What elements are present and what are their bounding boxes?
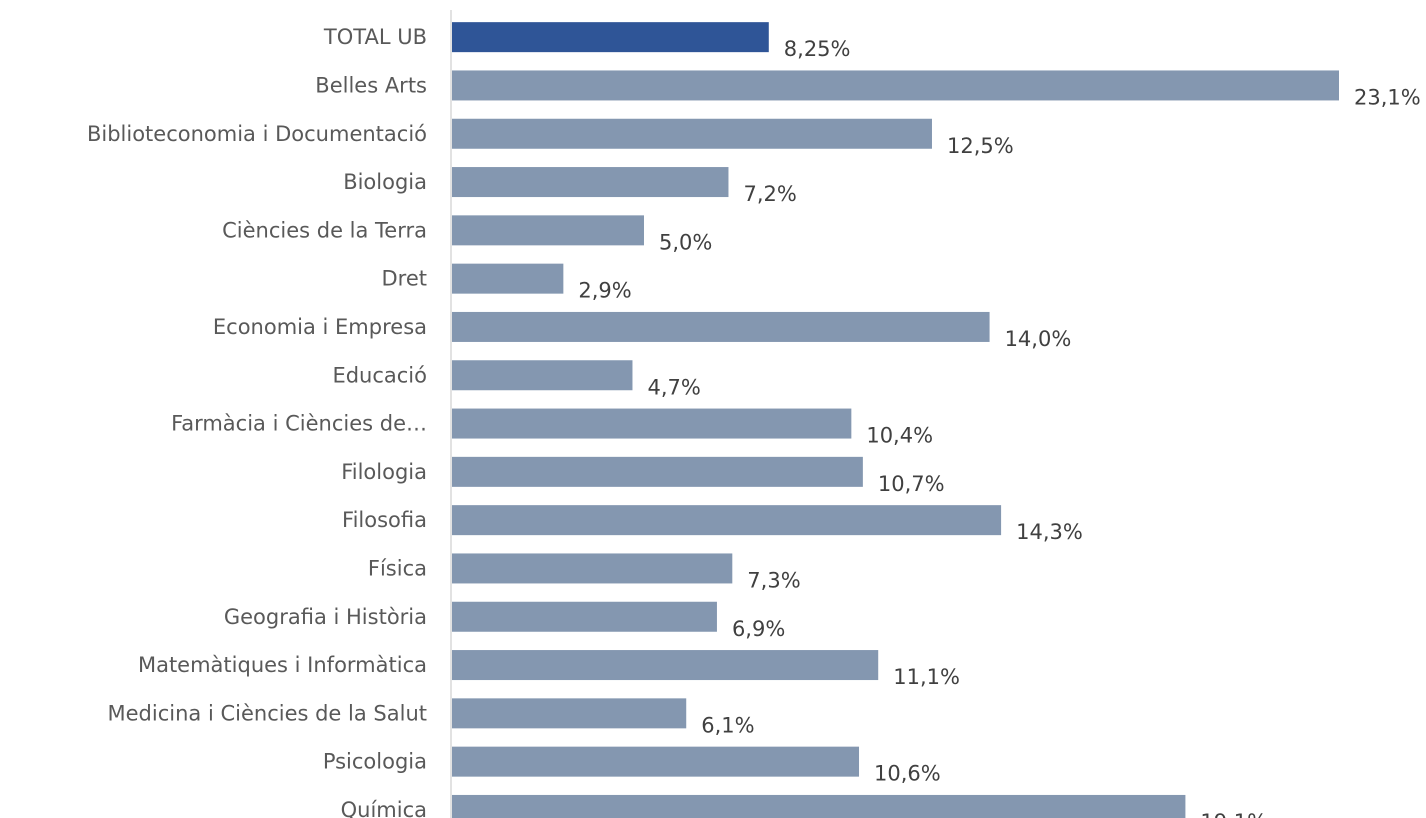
value-label: 23,1% — [1354, 85, 1421, 109]
bar-0 — [452, 22, 769, 53]
category-label: Matemàtiques i Informàtica — [138, 653, 427, 677]
bar-12 — [452, 601, 717, 632]
value-labels-group: 8,25% 23,1% 12,5% 7,2% 5,0% 2,9% 14,0% 4,7% 10,4… — [578, 37, 1420, 818]
value-label: 14,0% — [1005, 327, 1072, 351]
category-label: Geografia i Història — [224, 605, 427, 629]
category-label: Filologia — [341, 460, 427, 484]
value-label: 19,1% — [1200, 810, 1267, 818]
value-label: 6,1% — [701, 713, 754, 737]
bar-9 — [452, 456, 863, 487]
category-label: Educació — [332, 363, 427, 387]
bar-14 — [452, 698, 687, 729]
value-label: 10,7% — [878, 472, 945, 496]
category-label: Dret — [382, 267, 428, 291]
bars-group — [452, 22, 1339, 818]
value-label: 10,4% — [866, 424, 933, 448]
value-label: 7,3% — [747, 568, 800, 592]
value-label: 10,6% — [874, 762, 941, 786]
category-label: TOTAL UB — [323, 25, 427, 49]
bar-1 — [452, 70, 1339, 101]
bar-11 — [452, 553, 733, 584]
bar-4 — [452, 215, 644, 246]
category-label: Belles Arts — [315, 73, 427, 97]
bar-15 — [452, 746, 860, 777]
value-label: 14,3% — [1016, 520, 1083, 544]
value-label: 2,9% — [578, 279, 631, 303]
category-label: Medicina i Ciències de la Salut — [108, 701, 427, 725]
category-labels-group: TOTAL UB Belles Arts Biblioteconomia i Doc… — [87, 25, 427, 818]
value-label: 4,7% — [647, 375, 700, 399]
value-label: 7,2% — [743, 182, 796, 206]
category-label: Ciències de la Terra — [222, 218, 427, 242]
value-label: 11,1% — [893, 665, 960, 689]
category-label: Química — [341, 798, 427, 818]
bar-5 — [452, 263, 564, 294]
category-label: Filosofia — [342, 508, 427, 532]
bar-8 — [452, 408, 852, 439]
category-label: Economia i Empresa — [213, 315, 427, 339]
category-label: Biologia — [343, 170, 427, 194]
category-label: Farmàcia i Ciències de… — [171, 412, 427, 436]
category-label: Física — [368, 556, 427, 580]
category-label: Biblioteconomia i Documentació — [87, 122, 427, 146]
bar-7 — [452, 360, 633, 391]
category-label: Psicologia — [323, 750, 427, 774]
value-label: 8,25% — [784, 37, 851, 61]
bar-6 — [452, 311, 990, 342]
bar-2 — [452, 118, 932, 149]
value-label: 12,5% — [947, 134, 1014, 158]
bar-10 — [452, 505, 1002, 536]
bar-16 — [452, 794, 1186, 818]
bar-3 — [452, 167, 729, 198]
value-label: 5,0% — [659, 230, 712, 254]
value-label: 6,9% — [732, 617, 785, 641]
bar-13 — [452, 650, 879, 681]
